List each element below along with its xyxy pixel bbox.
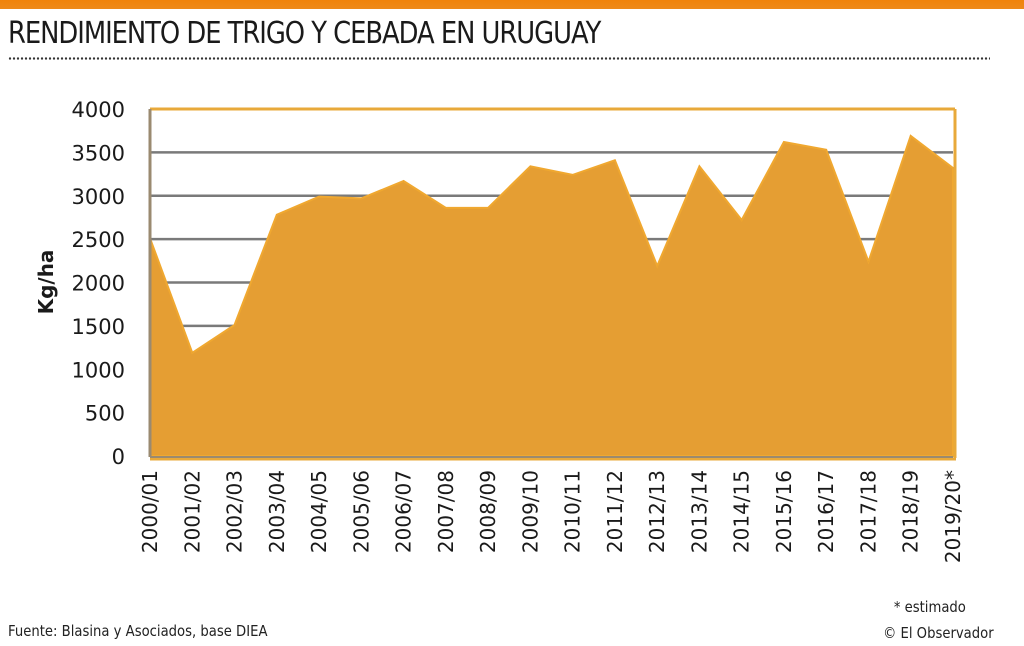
data-point-2017/18	[868, 261, 869, 263]
x-tick-2010/11: 2010/11	[561, 470, 585, 553]
y-tick-500: 500	[85, 402, 125, 426]
x-tick-2006/07: 2006/07	[392, 470, 416, 553]
accent-bar	[0, 0, 1024, 9]
data-point-2003/04	[276, 214, 278, 216]
plot-frame	[148, 107, 957, 461]
data-point-2011/12	[614, 159, 616, 161]
data-point-2014/15	[741, 219, 743, 221]
y-tick-2500: 2500	[72, 228, 125, 252]
x-tick-2015/16: 2015/16	[772, 470, 796, 553]
x-tick-2018/19: 2018/19	[899, 470, 923, 553]
y-tick-1000: 1000	[72, 358, 125, 382]
x-tick-2008/09: 2008/09	[476, 470, 500, 553]
x-tick-2000/01: 2000/01	[138, 470, 162, 553]
data-point-2008/09	[487, 207, 489, 209]
y-tick-3500: 3500	[72, 141, 125, 165]
area-fill	[149, 134, 954, 457]
y-axis-ticks: 0 500 1000 1500 2000 2500 3000 3500 4000	[72, 98, 125, 469]
x-tick-2011/12: 2011/12	[603, 470, 627, 553]
data-point-2006/07	[403, 180, 405, 182]
area-series	[149, 134, 954, 457]
x-tick-2016/17: 2016/17	[814, 470, 838, 553]
x-tick-2004/05: 2004/05	[307, 470, 331, 553]
y-tick-2000: 2000	[72, 272, 125, 296]
data-point-2005/06	[360, 197, 362, 199]
y-tick-4000: 4000	[72, 98, 125, 122]
data-point-2012/13	[656, 265, 658, 267]
chart-title: RENDIMIENTO DE TRIGO Y CEBADA EN URUGUAY	[8, 16, 601, 51]
x-tick-2005/06: 2005/06	[349, 470, 373, 553]
data-point-2018/19	[910, 135, 912, 137]
x-tick-2013/14: 2013/14	[687, 470, 711, 553]
data-point-2009/10	[529, 165, 531, 167]
x-tick-2002/03: 2002/03	[223, 470, 247, 553]
y-tick-3000: 3000	[72, 185, 125, 209]
data-point-2015/16	[783, 141, 785, 143]
dotted-divider	[8, 57, 990, 60]
data-point-2010/11	[572, 174, 574, 176]
x-axis-ticks: 2000/01 2001/02 2002/03 2003/04 2004/05 2005/…	[138, 470, 965, 563]
data-point-2001/02	[191, 352, 193, 354]
y-tick-0: 0	[112, 445, 125, 469]
x-tick-2012/13: 2012/13	[645, 470, 669, 553]
x-tick-2009/10: 2009/10	[518, 470, 542, 553]
source-note: Fuente: Blasina y Asociados, base DIEA	[8, 622, 268, 640]
data-point-2007/08	[445, 207, 447, 209]
data-point-2016/17	[825, 149, 827, 151]
y-tick-1500: 1500	[72, 315, 125, 339]
x-tick-2019/20*: 2019/20*	[941, 470, 965, 563]
x-tick-2001/02: 2001/02	[180, 470, 204, 553]
x-tick-2007/08: 2007/08	[434, 470, 458, 553]
x-tick-2014/15: 2014/15	[730, 470, 754, 553]
estimate-note: * estimado	[893, 598, 966, 616]
x-tick-2003/04: 2003/04	[265, 470, 289, 553]
copyright-credit: © El Observador	[883, 624, 994, 642]
data-point-2002/03	[234, 324, 235, 326]
x-tick-2017/18: 2017/18	[857, 470, 881, 553]
data-point-2013/14	[698, 165, 700, 167]
data-point-2019/20*	[952, 167, 954, 169]
y-axis-label: Kg/ha	[34, 250, 58, 315]
data-point-2004/05	[318, 196, 320, 198]
